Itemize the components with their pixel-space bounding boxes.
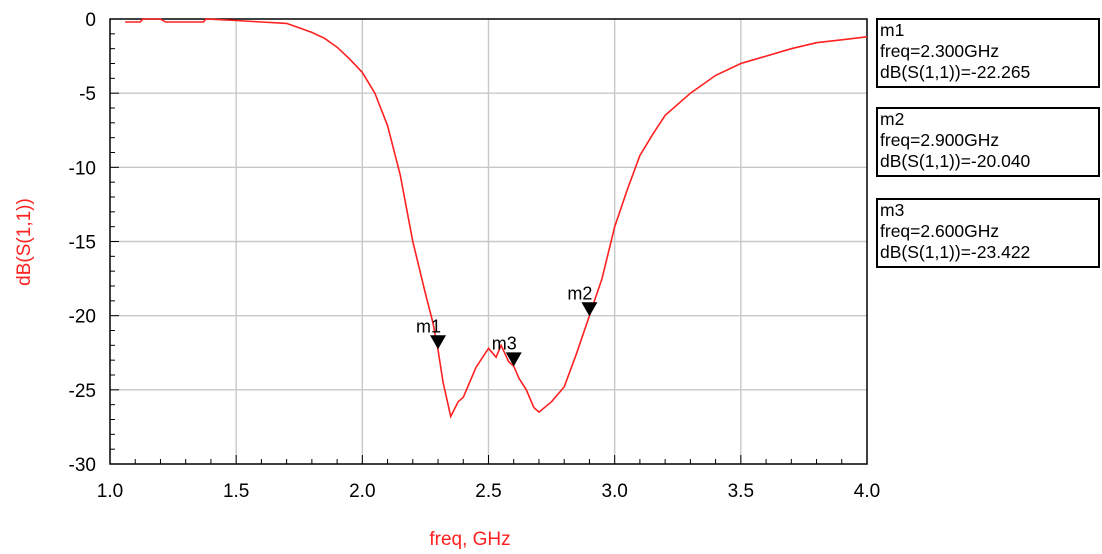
- y-tick-labels: 0 -5 -10 -15 -20 -25 -30: [69, 10, 96, 476]
- y-tick-label: -10: [69, 158, 96, 179]
- marker-readout-name: m3: [880, 200, 905, 220]
- marker-readout-name: m1: [880, 20, 905, 40]
- marker-readout-name: m2: [880, 109, 905, 129]
- marker-readout-m2: m2 freq=2.900GHz dB(S(1,1))=-20.040: [876, 107, 1100, 177]
- marker-triangle-m1: [430, 335, 447, 350]
- y-tick-label: 0: [85, 10, 96, 31]
- x-tick-label: 2.0: [349, 481, 375, 502]
- marker-readout-value: dB(S(1,1))=-22.265: [880, 62, 1031, 82]
- y-axis-label: dB(S(1,1)): [14, 198, 35, 286]
- marker-readout-freq: freq=2.300GHz: [880, 41, 1000, 61]
- x-tick-labels: 1.0 1.5 2.0 2.5 3.0 3.5 4.0: [97, 481, 880, 502]
- x-tick-label: 1.5: [223, 481, 249, 502]
- x-axis-label: freq, GHz: [429, 529, 510, 550]
- x-tick-label: 2.5: [475, 481, 501, 502]
- marker-readout-m3: m3 freq=2.600GHz dB(S(1,1))=-23.422: [876, 198, 1100, 268]
- marker-readout-value: dB(S(1,1))=-23.422: [880, 242, 1031, 262]
- y-tick-label: -20: [69, 307, 96, 328]
- marker-label-m2: m2: [567, 283, 592, 303]
- marker-readout-freq: freq=2.900GHz: [880, 130, 1000, 150]
- marker-triangle-m3: [505, 352, 522, 367]
- s11-curve: [125, 18, 868, 419]
- y-tick-label: -5: [79, 84, 96, 105]
- x-tick-label: 3.5: [728, 481, 754, 502]
- marker-readout-m1: m1 freq=2.300GHz dB(S(1,1))=-22.265: [876, 18, 1100, 88]
- marker-label-m3: m3: [492, 333, 517, 353]
- y-tick-label: -15: [69, 233, 96, 254]
- y-tick-label: -25: [69, 381, 96, 402]
- grid-lines: [110, 19, 867, 464]
- curve-markers: m1 m2 m3: [416, 283, 598, 367]
- marker-readout-freq: freq=2.600GHz: [880, 221, 1000, 241]
- axis-ticks: [109, 18, 868, 465]
- marker-label-m1: m1: [416, 316, 441, 336]
- x-tick-label: 4.0: [854, 481, 880, 502]
- x-tick-label: 1.0: [97, 481, 123, 502]
- y-tick-label: -30: [69, 455, 96, 476]
- x-tick-label: 3.0: [601, 481, 627, 502]
- marker-readout-value: dB(S(1,1))=-20.040: [880, 151, 1031, 171]
- marker-triangle-m2: [581, 302, 598, 317]
